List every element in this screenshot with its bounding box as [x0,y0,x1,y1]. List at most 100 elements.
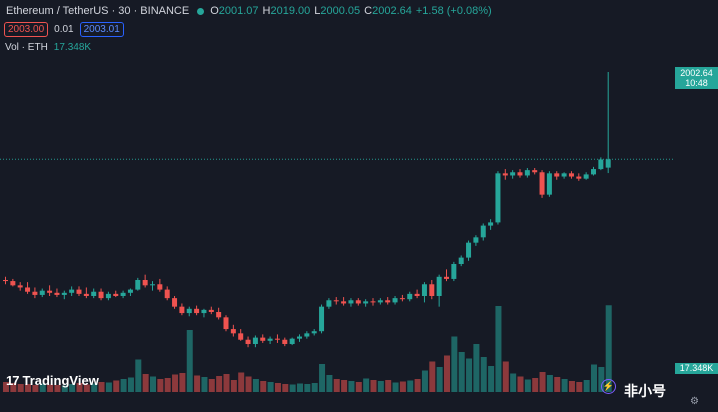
candle-body[interactable] [341,301,347,304]
candle-body[interactable] [179,306,185,314]
volume-bar [208,379,215,392]
candle-body[interactable] [142,280,148,286]
candle-body[interactable] [370,301,376,303]
volume-bar [319,364,326,392]
candle-body[interactable] [407,293,413,300]
candle-body[interactable] [274,338,280,340]
candle-body[interactable] [598,159,604,170]
candle-body[interactable] [466,242,472,258]
candle-body[interactable] [326,300,332,307]
candle-body[interactable] [98,291,104,299]
volume-bar [421,370,428,392]
candle-body[interactable] [194,308,200,314]
candle-body[interactable] [186,308,192,314]
candle-body[interactable] [267,338,273,341]
candle-body[interactable] [216,312,222,318]
candle-body[interactable] [605,159,611,168]
volume-bar [91,383,98,392]
candle-body[interactable] [3,280,8,282]
candle-body[interactable] [252,337,258,344]
candle-body[interactable] [69,289,75,293]
candle-body[interactable] [61,292,67,295]
candle-body[interactable] [105,293,111,299]
candle-body[interactable] [333,300,339,302]
candle-body[interactable] [260,337,266,341]
candle-body[interactable] [429,284,435,296]
candle-body[interactable] [172,298,178,307]
candle-body[interactable] [348,300,354,304]
candle-body[interactable] [164,289,170,299]
lightning-icon[interactable]: ⚡ [601,379,616,394]
candle-body[interactable] [561,173,567,177]
symbol-title[interactable]: Ethereum / TetherUS · 30 · BINANCE [6,5,190,17]
volume-legend[interactable]: Vol · ETH 17.348K [5,42,91,53]
candle-body[interactable] [289,338,295,344]
candle-body[interactable] [495,173,501,223]
tradingview-logo[interactable]: 17 TradingView [6,373,99,388]
candle-body[interactable] [127,289,133,293]
candle-body[interactable] [91,291,97,296]
candle-body[interactable] [436,276,442,296]
buy-button[interactable]: 2003.01 [79,22,124,37]
candle-body[interactable] [17,285,23,288]
candle-body[interactable] [120,292,126,296]
candle-body[interactable] [377,300,383,303]
candle-body[interactable] [546,173,552,195]
candle-body[interactable] [76,289,82,294]
candle-body[interactable] [510,172,516,176]
candle-body[interactable] [399,298,405,300]
candle-body[interactable] [201,309,207,314]
sell-button[interactable]: 2003.00 [4,22,49,37]
volume-bar [392,382,399,392]
candle-body[interactable] [311,331,317,334]
candle-body[interactable] [568,173,574,177]
candle-body[interactable] [47,290,53,293]
candle-body[interactable] [421,284,427,296]
candle-body[interactable] [150,284,155,286]
candle-body[interactable] [385,300,391,303]
candle-body[interactable] [473,237,479,243]
candle-body[interactable] [319,306,325,332]
volume-bar [488,366,495,392]
candle-body[interactable] [208,309,214,312]
candle-body[interactable] [113,293,119,296]
candle-body[interactable] [10,281,16,286]
candle-body[interactable] [282,339,288,344]
candle-body[interactable] [458,257,464,264]
candle-body[interactable] [230,329,236,334]
candle-body[interactable] [532,170,538,173]
gear-icon[interactable]: ⚙ [690,396,699,407]
candle-body[interactable] [157,284,163,290]
candle-body[interactable] [583,174,589,179]
candle-body[interactable] [297,336,302,339]
candle-body[interactable] [488,222,494,226]
candle-body[interactable] [32,291,38,295]
candle-body[interactable] [502,173,508,176]
candle-body[interactable] [238,333,244,340]
candles [3,72,611,348]
candle-body[interactable] [363,301,369,304]
candle-body[interactable] [39,290,45,295]
candle-body[interactable] [83,293,89,296]
candle-body[interactable] [591,169,596,175]
candle-body[interactable] [25,287,31,292]
candle-body[interactable] [524,170,530,176]
candle-body[interactable] [135,280,141,290]
volume-bar [76,383,83,392]
candle-body[interactable] [223,317,229,330]
candle-body[interactable] [517,172,523,176]
candle-body[interactable] [355,300,361,304]
candle-body[interactable] [451,264,457,279]
candle-body[interactable] [392,298,398,303]
spread-value: 0.01 [54,24,74,35]
candle-body[interactable] [480,225,486,238]
candle-body[interactable] [539,172,545,195]
candle-body[interactable] [245,339,251,344]
candle-body[interactable] [576,176,582,179]
candle-body[interactable] [444,276,449,279]
candle-body[interactable] [414,293,420,296]
candle-body[interactable] [304,333,310,337]
candle-body[interactable] [54,292,60,295]
candle-body[interactable] [554,173,560,177]
